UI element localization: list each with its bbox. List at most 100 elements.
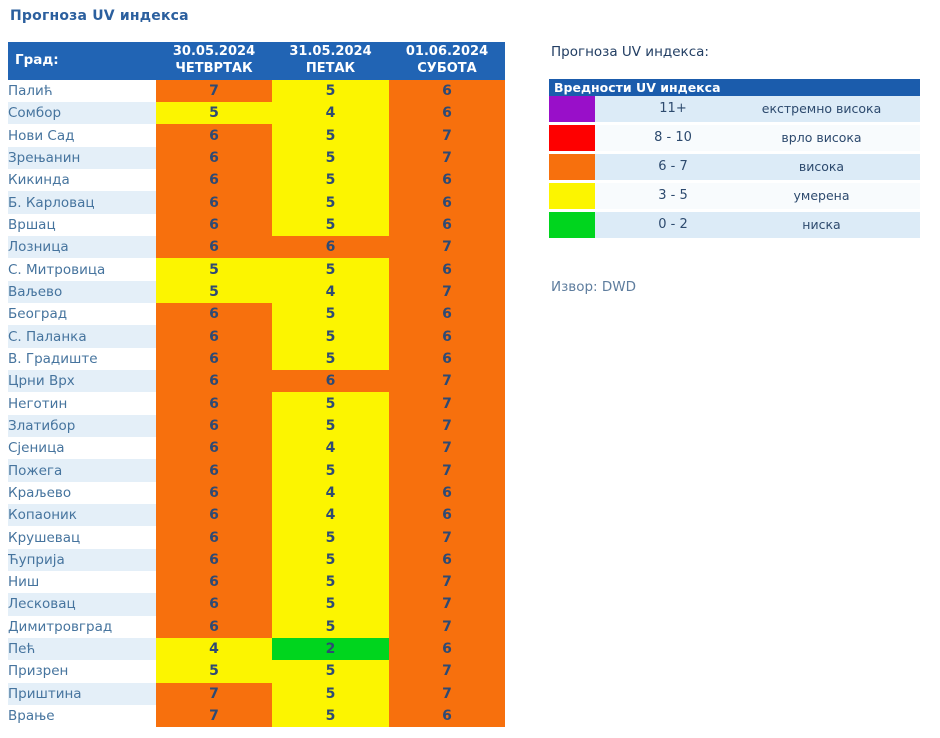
uv-value-cell: 4 — [272, 437, 389, 460]
uv-legend-table: Вредности UV индекса 11+ екстремно висока… — [549, 79, 920, 238]
city-name: Пећ — [8, 637, 156, 661]
uv-value-cell: 6 — [389, 325, 505, 348]
column-header-city: Град: — [8, 42, 156, 80]
legend-label: висока — [798, 159, 845, 174]
legend-range: 11+ — [659, 101, 687, 116]
page-title: Прогноза UV индекса — [10, 8, 189, 24]
table-row: Зрењанин 6 5 7 — [8, 146, 505, 170]
city-name: Црни Врх — [8, 370, 156, 393]
uv-value-cell: 6 — [156, 459, 272, 482]
legend-label: екстремно висока — [761, 101, 882, 116]
uv-value-cell: 7 — [389, 392, 505, 415]
uv-value-cell: 7 — [156, 682, 272, 705]
legend-label: умерена — [793, 188, 850, 203]
uv-forecast-table: Град: 30.05.2024 ЧЕТВРТАК 31.05.2024 ПЕТ… — [8, 42, 505, 728]
table-row: Вршац 6 5 6 — [8, 213, 505, 237]
city-name: Лозница — [8, 236, 156, 259]
uv-value-cell: 6 — [156, 347, 272, 371]
table-row: С. Митровица 5 5 6 — [8, 258, 505, 281]
city-name: Ваљево — [8, 280, 156, 304]
legend-range: 8 - 10 — [654, 130, 692, 145]
legend-row: 0 - 2 ниска — [549, 212, 920, 238]
uv-value-cell: 7 — [389, 459, 505, 482]
uv-value-cell: 5 — [272, 169, 389, 192]
city-name: Пожега — [8, 459, 156, 482]
uv-value-cell: 6 — [156, 392, 272, 415]
uv-value-cell: 6 — [389, 347, 505, 371]
city-name: Нови Сад — [8, 127, 75, 144]
uv-value-cell: 6 — [389, 504, 505, 527]
city-name: Сјеница — [8, 440, 65, 457]
city-name: Сомбор — [8, 102, 156, 125]
table-row: С. Паланка 6 5 6 — [8, 325, 505, 348]
uv-value-cell: 6 — [156, 303, 272, 326]
table-row: Црни Врх 6 6 7 — [8, 370, 505, 393]
table-row: Врање 7 5 6 — [8, 704, 505, 728]
header-weekday: СУБОТА — [417, 60, 477, 76]
table-row: Ниш 6 5 7 — [8, 571, 505, 594]
city-name: Златибор — [8, 414, 156, 438]
table-row: Ћуприја 6 5 6 — [8, 548, 505, 571]
legend-title: Прогноза UV индекса: — [551, 44, 709, 60]
city-name: Ћуприја — [8, 548, 156, 571]
table-row: Лесковац 6 5 7 — [8, 593, 505, 616]
header-date: 30.05.2024 — [172, 44, 256, 59]
city-name: Краљево — [8, 484, 72, 501]
uv-value-cell: 7 — [389, 593, 505, 616]
legend-rows: 11+ екстремно висока 8 - 10 врло висока 6 - … — [549, 96, 920, 238]
table-row: Сјеница 6 4 7 — [8, 437, 505, 460]
uv-value-cell: 5 — [156, 102, 272, 125]
uv-value-cell: 5 — [272, 593, 389, 616]
city-name: Београд — [8, 306, 68, 323]
city-name: Призрен — [8, 663, 69, 680]
city-name: Б. Карловац — [8, 191, 156, 214]
uv-value-cell: 7 — [156, 704, 272, 728]
column-header-day-3: 01.06.2024 СУБОТА — [389, 42, 505, 80]
uv-value-cell: 6 — [156, 213, 272, 237]
table-row: Неготин 6 5 7 — [8, 392, 505, 415]
uv-value-cell: 5 — [272, 303, 389, 326]
uv-value-cell: 6 — [156, 124, 272, 147]
table-row: Пожега 6 5 7 — [8, 459, 505, 482]
legend-color-swatch — [549, 212, 595, 238]
uv-value-cell: 7 — [389, 660, 505, 683]
legend-range: 0 - 2 — [658, 217, 688, 232]
uv-value-cell: 6 — [389, 102, 505, 125]
uv-value-cell: 5 — [272, 79, 389, 103]
uv-value-cell: 6 — [156, 236, 272, 259]
legend-label: ниска — [802, 217, 841, 232]
uv-value-cell: 5 — [272, 526, 389, 549]
city-name: Лесковац — [8, 593, 156, 616]
column-header-day-2: 31.05.2024 ПЕТАК — [272, 42, 389, 80]
uv-value-cell: 5 — [272, 392, 389, 415]
uv-value-cell: 7 — [389, 682, 505, 705]
city-name: С. Паланка — [8, 325, 156, 348]
uv-value-cell: 7 — [389, 370, 505, 393]
uv-value-cell: 6 — [272, 370, 389, 393]
table-row: Београд 6 5 6 — [8, 303, 505, 326]
uv-value-cell: 7 — [389, 236, 505, 259]
uv-value-cell: 5 — [272, 615, 389, 638]
uv-value-cell: 5 — [272, 548, 389, 571]
uv-value-cell: 7 — [389, 146, 505, 170]
uv-value-cell: 6 — [156, 481, 272, 505]
uv-value-cell: 5 — [272, 191, 389, 214]
source-label: Извор: DWD — [551, 279, 637, 295]
uv-value-cell: 7 — [156, 79, 272, 103]
uv-value-cell: 5 — [272, 213, 389, 237]
uv-value-cell: 6 — [156, 169, 272, 192]
city-name: Зрењанин — [8, 146, 156, 170]
table-row: Сомбор 5 4 6 — [8, 102, 505, 125]
legend-row: 8 - 10 врло висока — [549, 125, 920, 151]
city-name: Копаоник — [8, 504, 156, 527]
uv-value-cell: 6 — [389, 704, 505, 728]
uv-value-cell: 5 — [272, 682, 389, 705]
uv-value-cell: 7 — [389, 571, 505, 594]
legend-header: Вредности UV индекса — [549, 79, 920, 96]
table-row: Б. Карловац 6 5 6 — [8, 191, 505, 214]
header-date: 01.06.2024 — [405, 44, 489, 59]
uv-value-cell: 5 — [272, 414, 389, 438]
legend-row: 3 - 5 умерена — [549, 183, 920, 209]
uv-value-cell: 5 — [156, 660, 272, 683]
